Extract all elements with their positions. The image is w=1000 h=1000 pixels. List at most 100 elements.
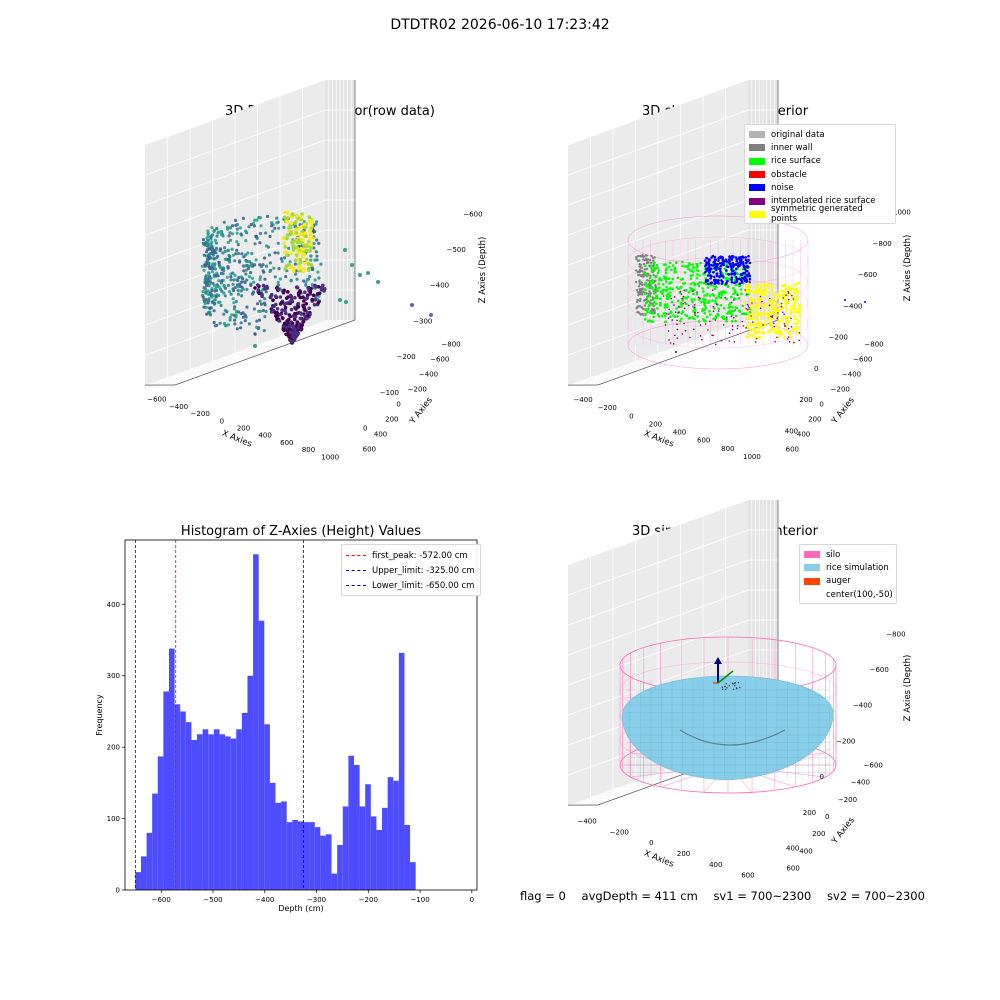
histogram-bar bbox=[147, 833, 153, 890]
z-tick-label: −800 bbox=[886, 630, 905, 638]
auger-point bbox=[733, 689, 734, 690]
plot4-ylabel: Y Axies bbox=[829, 815, 857, 847]
y-tick-label: 600 bbox=[786, 864, 799, 872]
y-tick-label: −400 bbox=[851, 779, 870, 787]
histogram-bar bbox=[163, 691, 169, 890]
histogram-bar bbox=[197, 734, 203, 890]
histogram-bar bbox=[348, 756, 354, 890]
z-tick-label: −600 bbox=[870, 666, 889, 674]
x-tick-label: −500 bbox=[203, 896, 222, 904]
histogram-bar bbox=[236, 729, 242, 890]
x-tick-label: −100 bbox=[410, 896, 429, 904]
auger-point bbox=[726, 687, 727, 688]
y-tick-label: 300 bbox=[107, 672, 120, 680]
legend-entry: auger bbox=[804, 575, 892, 588]
x-tick-label: 600 bbox=[741, 872, 754, 880]
z-tick-label: −200 bbox=[836, 737, 855, 745]
legend-swatch bbox=[804, 551, 820, 558]
y-tick-label: 400 bbox=[799, 847, 812, 855]
histogram-bar bbox=[208, 734, 214, 890]
histogram-bar bbox=[337, 845, 343, 890]
x-tick-label: 400 bbox=[709, 861, 722, 869]
y-tick-label: 200 bbox=[812, 830, 825, 838]
plot4-legend: silo rice simulation auger center(100,-50) bbox=[799, 544, 897, 604]
auger-point bbox=[732, 683, 733, 684]
histogram-bar bbox=[388, 777, 394, 890]
x-tick-label: 200 bbox=[677, 850, 690, 858]
histogram-bar bbox=[382, 808, 388, 890]
z-tick-label: −400 bbox=[853, 702, 872, 710]
auger-point bbox=[739, 687, 740, 688]
auger-point bbox=[734, 683, 735, 684]
x-tick-label: −600 bbox=[152, 896, 171, 904]
histogram-bar bbox=[191, 740, 197, 890]
histogram-bar bbox=[371, 816, 377, 890]
histogram-bar bbox=[343, 806, 349, 890]
histogram-bar bbox=[225, 736, 231, 890]
y-tick-label: 100 bbox=[107, 815, 120, 823]
histogram-bar bbox=[354, 765, 360, 890]
histogram-bar bbox=[242, 713, 248, 890]
histogram-bar bbox=[180, 711, 186, 890]
status-sv1: sv1 = 700~2300 bbox=[713, 889, 811, 903]
legend-swatch bbox=[346, 555, 366, 556]
status-flag: flag = 0 bbox=[520, 889, 566, 903]
histogram-ylabel: Frequency bbox=[95, 694, 104, 736]
legend-entry: rice simulation bbox=[804, 561, 892, 574]
auger-point bbox=[722, 689, 723, 690]
histogram-bar bbox=[158, 756, 164, 890]
auger-point bbox=[726, 683, 727, 684]
x-tick-label: −400 bbox=[255, 896, 274, 904]
histogram-bar bbox=[292, 820, 298, 890]
histogram-bar bbox=[399, 653, 405, 890]
histogram-bar bbox=[332, 874, 338, 890]
x-tick-label: 0 bbox=[470, 896, 474, 904]
histogram-bar bbox=[219, 734, 225, 890]
histogram-bar bbox=[287, 822, 293, 890]
legend-label: silo bbox=[826, 550, 840, 560]
histogram-bar bbox=[360, 806, 366, 890]
histogram-bar bbox=[253, 554, 259, 890]
x-tick-label: −300 bbox=[307, 896, 326, 904]
legend-swatch bbox=[804, 564, 820, 571]
histogram-bar bbox=[247, 676, 253, 890]
x-tick-label: −200 bbox=[610, 828, 629, 836]
legend-entry: center(100,-50) bbox=[804, 588, 892, 601]
legend-label: Upper_limit: -325.00 cm bbox=[372, 566, 475, 576]
auger-point bbox=[736, 688, 737, 689]
status-avg-depth: avgDepth = 411 cm bbox=[582, 889, 698, 903]
histogram-bar bbox=[326, 834, 332, 890]
auger-point bbox=[729, 685, 730, 686]
histogram-bar bbox=[320, 836, 326, 890]
status-line: flag = 0 avgDepth = 411 cm sv1 = 700~230… bbox=[520, 889, 937, 903]
x-tick-label: −400 bbox=[577, 817, 596, 825]
histogram-bar bbox=[281, 801, 287, 890]
histogram-bar bbox=[152, 794, 158, 890]
x-tick-label: −200 bbox=[359, 896, 378, 904]
legend-label: auger bbox=[826, 576, 851, 586]
histogram-bar bbox=[231, 739, 237, 890]
histogram-bar bbox=[393, 781, 399, 890]
histogram-bar bbox=[410, 862, 416, 890]
legend-swatch bbox=[346, 585, 366, 586]
histogram-xlabel: Depth (cm) bbox=[278, 904, 323, 913]
histogram-bar bbox=[169, 649, 175, 890]
y-tick-label: 0 bbox=[825, 813, 829, 821]
histogram-legend: first_peak: -572.00 cm Upper_limit: -325.… bbox=[341, 544, 481, 596]
legend-label: center(100,-50) bbox=[826, 590, 893, 600]
histogram-bar bbox=[203, 729, 209, 890]
legend-swatch bbox=[804, 578, 820, 585]
auger-point bbox=[734, 685, 735, 686]
histogram-bar bbox=[186, 722, 192, 890]
legend-entry: silo bbox=[804, 548, 892, 561]
histogram-bar bbox=[376, 830, 382, 890]
histogram-bar bbox=[304, 822, 310, 890]
status-sv2: sv2 = 700~2300 bbox=[827, 889, 925, 903]
y-tick-label: 400 bbox=[107, 601, 120, 609]
y-tick-label: −200 bbox=[838, 796, 857, 804]
histogram-bar bbox=[135, 872, 141, 890]
histogram-bar bbox=[264, 724, 270, 890]
auger-point bbox=[738, 682, 739, 683]
auger-point bbox=[724, 686, 725, 687]
legend-entry: Lower_limit: -650.00 cm bbox=[346, 578, 476, 593]
